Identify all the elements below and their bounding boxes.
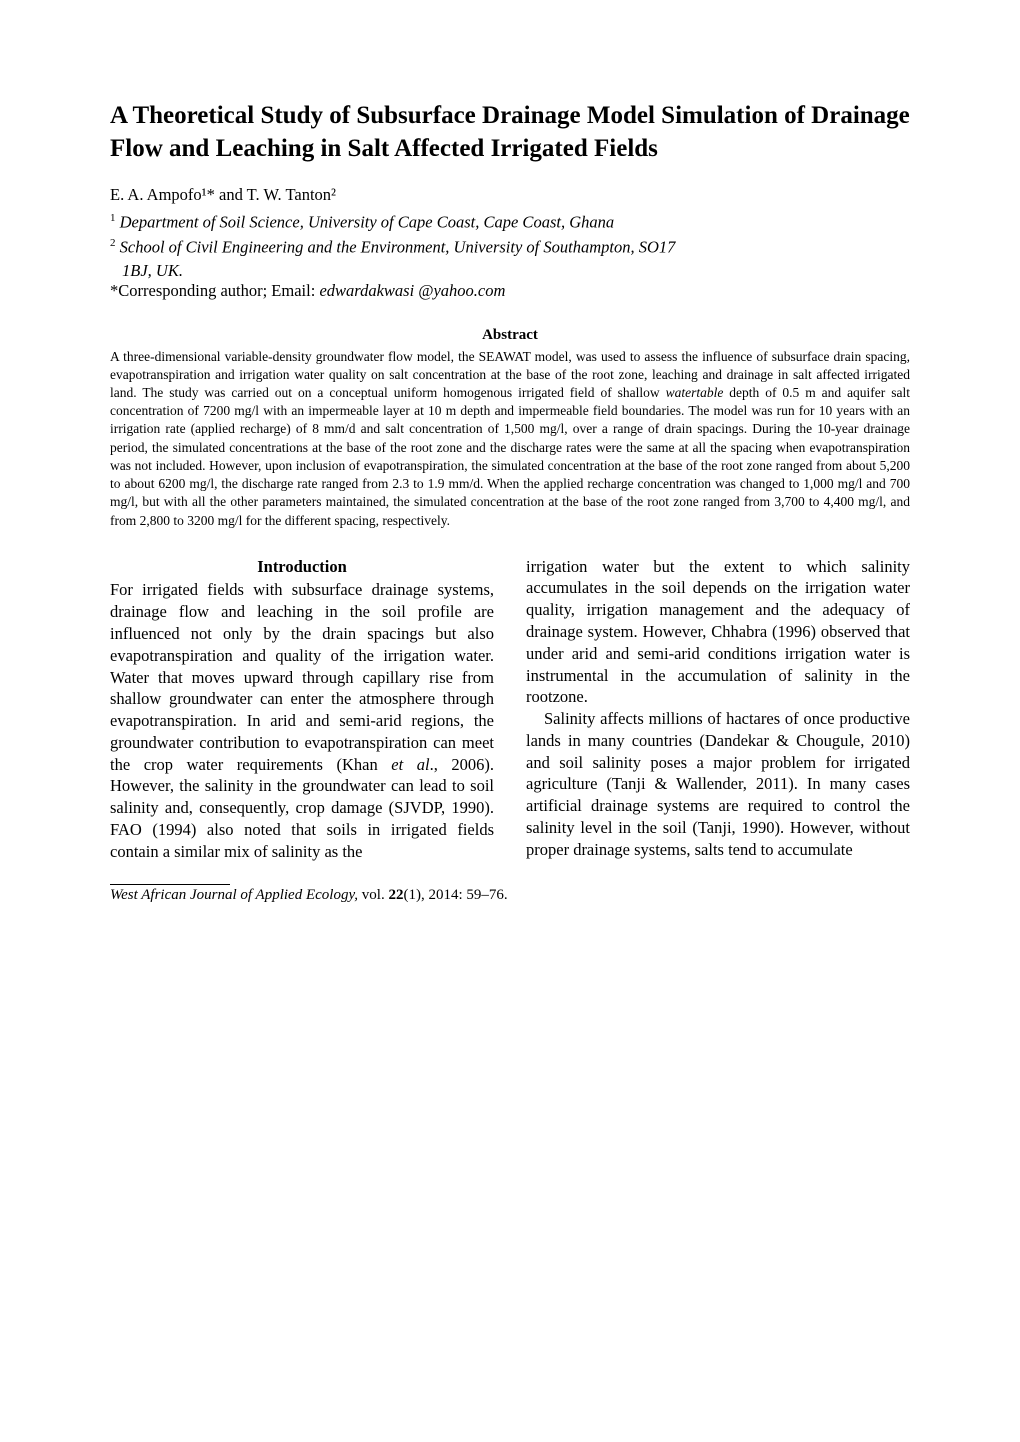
footnote-rule — [110, 884, 230, 885]
footnote-vol: 22 — [388, 887, 403, 903]
right-column: irrigation water but the extent to which… — [526, 556, 910, 863]
intro-left-text-1: For irrigated fields with subsurface dra… — [110, 580, 494, 773]
abstract-body: A three-dimensional variable-density gro… — [110, 348, 910, 530]
introduction-para-left: For irrigated fields with subsurface dra… — [110, 579, 494, 862]
abstract-heading: Abstract — [110, 327, 910, 344]
footnote-rest: (1), 2014: 59–76. — [403, 887, 507, 903]
corresponding-email: edwardakwasi @yahoo.com — [319, 281, 505, 300]
authors-line: E. A. Ampofo¹* and T. W. Tanton² — [110, 185, 910, 205]
corresponding-author: *Corresponding author; Email: edwardakwa… — [110, 281, 910, 301]
affiliation-2-text-line2: 1BJ, UK. — [110, 261, 910, 281]
affiliation-2: 2 School of Civil Engineering and the En… — [110, 236, 910, 259]
introduction-para-right-1: irrigation water but the extent to which… — [526, 556, 910, 708]
footnote-vol-prefix: vol. — [358, 887, 388, 903]
intro-left-ital-etal: et al — [391, 755, 429, 774]
footnote-journal: West African Journal of Applied Ecology, — [110, 887, 358, 903]
abstract-text-2: depth of 0.5 m and aquifer salt concentr… — [110, 385, 910, 528]
introduction-heading: Introduction — [110, 556, 494, 578]
body-columns: Introduction For irrigated fields with s… — [110, 556, 910, 863]
footnote-citation: West African Journal of Applied Ecology,… — [110, 887, 910, 904]
introduction-para-right-2: Salinity affects millions of hactares of… — [526, 708, 910, 860]
affiliation-2-text-line1: School of Civil Engineering and the Envi… — [116, 237, 676, 256]
corresponding-prefix: *Corresponding author; Email: — [110, 281, 319, 300]
article-title: A Theoretical Study of Subsurface Draina… — [110, 100, 910, 165]
affiliation-1-text: Department of Soil Science, University o… — [116, 213, 615, 232]
left-column: Introduction For irrigated fields with s… — [110, 556, 494, 863]
abstract-ital-watertable: watertable — [666, 385, 724, 400]
affiliation-1: 1 Department of Soil Science, University… — [110, 211, 910, 234]
